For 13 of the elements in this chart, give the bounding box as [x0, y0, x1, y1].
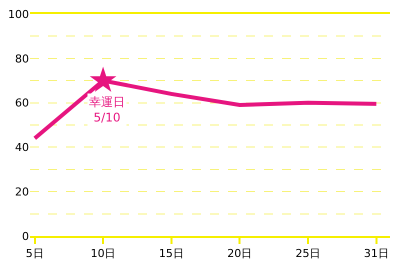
x-tick-label: 5日 [26, 247, 44, 260]
y-tick-label: 20 [15, 185, 29, 198]
x-tick-label: 15日 [158, 247, 184, 260]
y-tick-label: 40 [15, 141, 29, 154]
y-tick-label: 60 [15, 96, 29, 110]
annotation: 幸運日 5/10 [89, 95, 125, 125]
y-tick-label: 100 [8, 8, 29, 21]
x-tick-label: 20日 [227, 247, 252, 260]
x-tick-label: 10日 [90, 247, 116, 260]
y-tick-label: 80 [15, 52, 29, 66]
y-tick-label: 0 [22, 230, 29, 243]
x-tick-label: 25日 [296, 247, 321, 260]
x-tick-label: 31日 [364, 247, 389, 260]
